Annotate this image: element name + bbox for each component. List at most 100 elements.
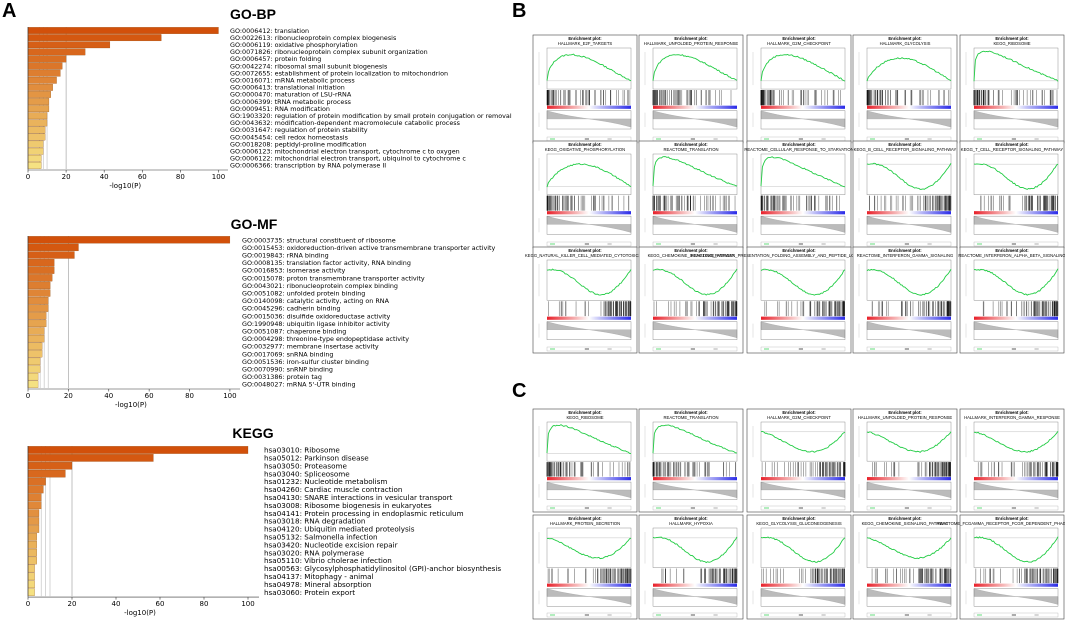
bar <box>27 357 41 366</box>
bar <box>27 140 44 148</box>
enrichment-plot: Enrichment plot:HALLMARK_HYPOXIA <box>638 514 744 620</box>
bar <box>27 83 53 91</box>
rank-gradient <box>974 105 1058 109</box>
bar-label: hsa03008: Ribosome biogenesis in eukaryo… <box>264 501 432 510</box>
ranked-metric-area <box>546 481 632 499</box>
bar-label: GO:0070990: snRNP binding <box>242 366 333 374</box>
x-tick-label: 20 <box>62 173 71 181</box>
bar <box>27 133 46 141</box>
es-panel <box>546 527 632 568</box>
chart-title: GO-BP <box>230 6 276 22</box>
rank-gradient <box>867 583 951 587</box>
metric-panel <box>866 321 952 340</box>
gene-set-name: KEGG_NATURAL_KILLER_CELL_MEDIATED_CYTOTO… <box>525 253 645 258</box>
x-tick-label: 80 <box>185 392 194 400</box>
plot-frame <box>638 408 744 513</box>
plot-title: Enrichment plot: <box>995 142 1028 147</box>
bar-label: GO:0043021: ribonucleoprotein complex bi… <box>242 282 398 290</box>
enrichment-plot: Enrichment plot:KEGG_RIBOSOME <box>959 34 1065 144</box>
bar-label: hsa04120: Ubiquitin mediated proteolysis <box>264 525 415 534</box>
gene-set-name: KEGG_GLYCOLYSIS_GLUCONEOGENESIS <box>756 521 841 526</box>
legend-box <box>652 241 738 247</box>
ranked-metric-area <box>973 588 1059 605</box>
enrichment-score-line <box>760 268 846 296</box>
es-panel <box>973 259 1059 301</box>
bar-label: GO:0016853: isomerase activity <box>242 267 345 275</box>
bar-label: GO:0006457: protein folding <box>230 55 321 63</box>
plot-title: Enrichment plot: <box>995 410 1028 415</box>
plot-title: Enrichment plot: <box>568 248 601 253</box>
es-panel <box>866 47 952 90</box>
es-panel <box>760 259 846 301</box>
bar <box>27 446 249 454</box>
rank-gradient <box>761 316 845 320</box>
ranked-metric-area <box>546 110 632 128</box>
enrichment-score-line <box>866 57 952 82</box>
bar <box>27 289 51 297</box>
x-tick-label: 40 <box>104 392 113 400</box>
plot-title: Enrichment plot: <box>782 248 815 253</box>
rank-gradient <box>974 316 1058 320</box>
metric-panel <box>973 588 1059 607</box>
bar <box>27 304 49 312</box>
gene-set-name: REACTOME_TRANSLATION <box>664 415 719 420</box>
bar <box>27 342 43 350</box>
bar <box>27 334 45 343</box>
plot-frame <box>638 246 744 354</box>
ranked-metric-area <box>973 110 1059 128</box>
legend-box <box>760 505 846 511</box>
enrichment-plot: Enrichment plot:HALLMARK_G2M_CHECKPOINT <box>746 34 852 144</box>
plot-frame <box>532 514 638 620</box>
enrichment-score-line <box>973 163 1059 190</box>
es-panel <box>760 421 846 462</box>
legend-box <box>760 241 846 247</box>
es-panel <box>973 153 1059 195</box>
plot-title: Enrichment plot: <box>888 36 921 41</box>
es-panel <box>973 421 1059 462</box>
bar-label: GO:0031386: protein tag <box>242 373 322 381</box>
bar-label: GO:0031647: regulation of protein stabil… <box>230 126 368 134</box>
x-tick-label: 100 <box>223 392 236 400</box>
ranked-metric-area <box>866 110 952 128</box>
bar-label: GO:0006412: translation <box>230 27 309 35</box>
bar-label: GO:0018208: peptidyl-proline modificatio… <box>230 140 367 148</box>
gene-set-name: REACTOME_TRANSLATION <box>664 147 719 152</box>
rank-gradient <box>761 477 845 481</box>
enrichment-score-line <box>760 156 846 188</box>
enrichment-plot: Enrichment plot:KEGG_CHEMOKINE_SIGNALING… <box>638 246 744 354</box>
metric-panel <box>652 110 738 130</box>
gene-set-name: KEGG_CHEMOKINE_SIGNALING_PATHWAY <box>648 253 735 258</box>
metric-panel <box>652 588 738 607</box>
bar-label: hsa04137: Mitophagy - animal <box>264 572 374 581</box>
bar-label: GO:1990948: ubiquitin ligase inhibitor a… <box>242 320 390 328</box>
hit-markers <box>978 462 1059 477</box>
enrichment-score-line <box>866 162 952 190</box>
x-tick-label: 80 <box>200 600 209 608</box>
hit-markers <box>975 568 1059 584</box>
es-panel <box>760 153 846 195</box>
metric-panel <box>546 481 632 500</box>
bar <box>27 162 42 169</box>
gene-set-name: HALLMARK_HYPOXIA <box>669 521 713 526</box>
metric-panel <box>546 588 632 607</box>
plot-title: Enrichment plot: <box>674 410 707 415</box>
bar <box>27 380 39 388</box>
bar <box>27 274 53 282</box>
rank-gradient <box>653 583 737 587</box>
es-panel <box>760 47 846 90</box>
enrichment-score-line <box>546 53 632 82</box>
enrichment-score-line <box>546 424 632 454</box>
hit-markers <box>872 462 951 477</box>
enrichment-score-line <box>760 53 846 82</box>
bar-label: GO:0003735: structural constituent of ri… <box>242 236 396 244</box>
bar-label: hsa04260: Cardiac muscle contraction <box>264 485 403 494</box>
hit-markers <box>871 301 952 317</box>
rank-gradient <box>867 316 951 320</box>
bar <box>27 34 162 42</box>
bar <box>27 350 43 358</box>
metric-panel <box>973 215 1059 235</box>
bar-label: hsa03018: RNA degradation <box>264 517 366 526</box>
rank-gradient <box>547 316 631 320</box>
enrichment-score-line <box>973 50 1059 82</box>
